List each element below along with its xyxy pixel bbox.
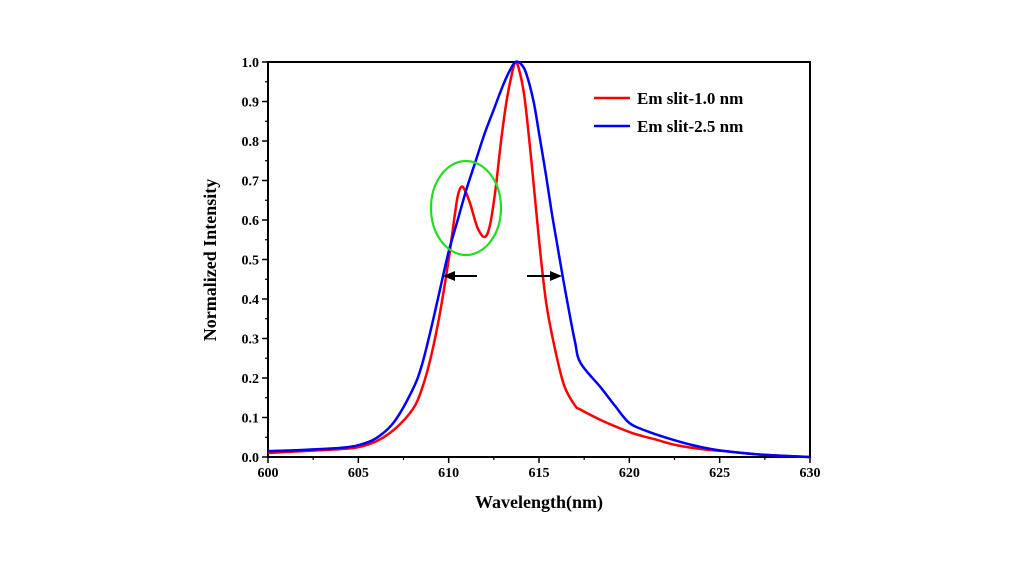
x-tick-label: 620 <box>619 466 640 481</box>
y-tick-label: 0.5 <box>242 254 260 269</box>
legend: Em slit-1.0 nm Em slit-2.5 nm <box>594 89 743 136</box>
y-tick-label: 0.6 <box>242 214 260 229</box>
y-tick-label: 0.9 <box>242 96 260 111</box>
y-tick-label: 0.1 <box>242 412 260 427</box>
arrow-right-icon <box>527 271 562 281</box>
y-tick-label: 0.4 <box>242 293 260 308</box>
y-tick-label: 1.0 <box>242 56 260 71</box>
x-tick-label: 610 <box>438 466 459 481</box>
axis-ticks: 600 605 610 615 620 625 630 0.0 0.1 0.2 0.3 0.4 0.5 0… <box>242 56 821 481</box>
x-tick-label: 600 <box>258 466 279 481</box>
x-tick-label: 625 <box>709 466 730 481</box>
y-tick-label: 0.3 <box>242 333 260 348</box>
legend-label: Em slit-2.5 nm <box>637 117 743 136</box>
arrow-left-icon <box>443 271 477 281</box>
x-tick-label: 615 <box>529 466 550 481</box>
highlight-ellipse <box>429 159 503 257</box>
series-line-em-slit-1-0 <box>267 60 811 459</box>
annotations <box>429 159 562 281</box>
series-lines <box>267 60 811 459</box>
legend-label: Em slit-1.0 nm <box>637 89 743 108</box>
series-line-em-slit-2-5 <box>267 60 811 459</box>
x-tick-label: 630 <box>800 466 821 481</box>
y-tick-label: 0.7 <box>242 175 260 190</box>
x-tick-label: 605 <box>348 466 369 481</box>
x-axis-title: Wavelength(nm) <box>475 492 603 513</box>
y-tick-label: 0.0 <box>242 451 260 466</box>
y-tick-label: 0.2 <box>242 372 260 387</box>
y-axis-title: Normalized Intensity <box>200 179 220 341</box>
y-tick-label: 0.8 <box>242 135 260 150</box>
